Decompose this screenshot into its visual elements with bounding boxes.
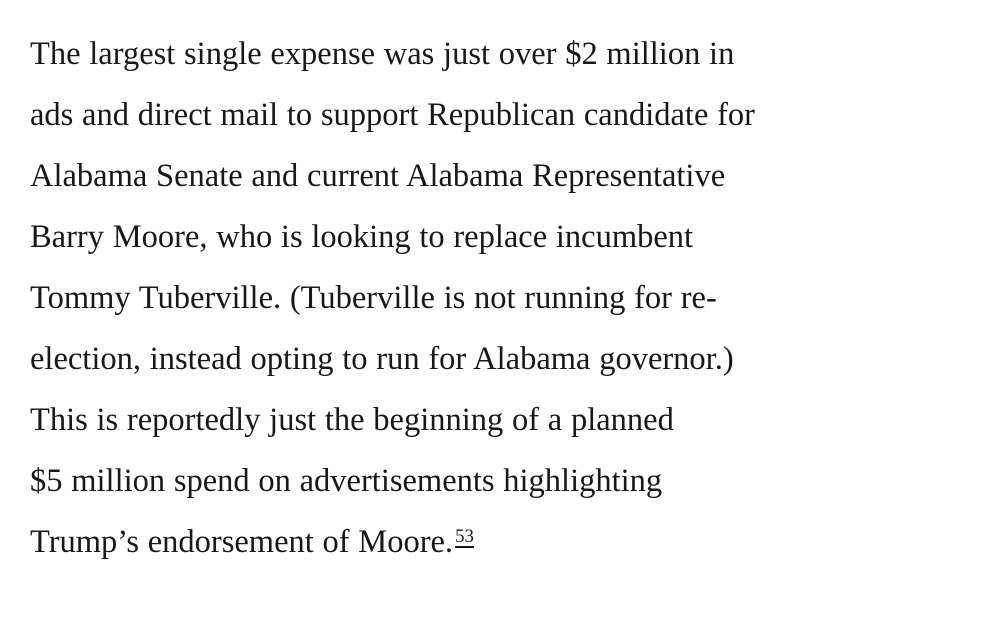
paragraph-line-1: The largest single expense was just over… — [30, 36, 735, 72]
paragraph-line-4: Barry Moore, who is looking to replace i… — [30, 219, 694, 255]
body-paragraph: The largest single expense was just over… — [30, 24, 972, 573]
paragraph-line-3: Alabama Senate and current Alabama Repre… — [30, 158, 726, 194]
footnote-reference-link[interactable]: 53 — [455, 526, 474, 548]
paragraph-line-7: This is reportedly just the beginning of… — [30, 402, 674, 438]
paragraph-line-5: Tommy Tuberville. (Tuberville is not run… — [30, 280, 717, 316]
paragraph-line-6: election, instead opting to run for Alab… — [30, 341, 734, 377]
paragraph-line-8: $5 million spend on advertisements highl… — [30, 463, 663, 499]
paragraph-line-9-text: Trump’s endorsement of Moore. — [30, 524, 454, 560]
article-body: The largest single expense was just over… — [30, 24, 972, 573]
paragraph-line-9: Trump’s endorsement of Moore. 53 — [30, 512, 972, 573]
paragraph-line-2: ads and direct mail to support Republica… — [30, 97, 755, 133]
